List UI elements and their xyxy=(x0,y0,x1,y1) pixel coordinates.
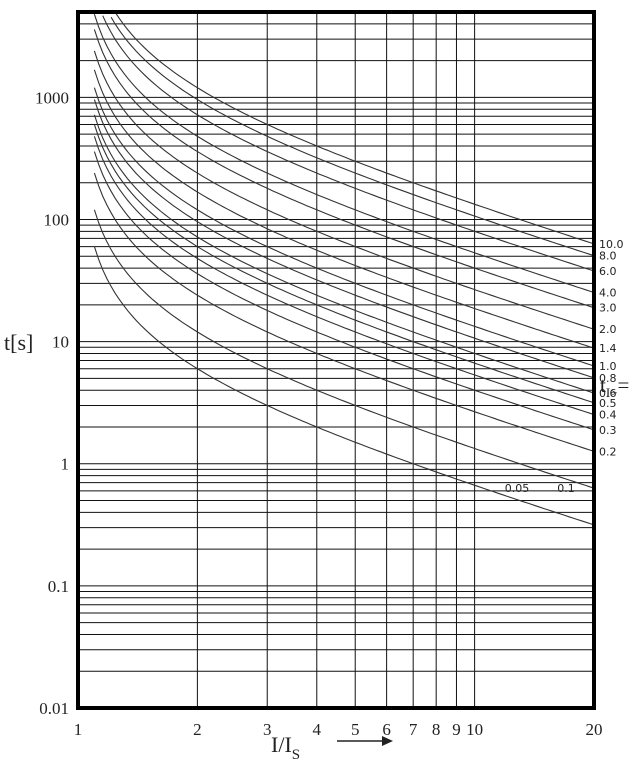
x-axis-title: I/IS xyxy=(271,732,300,763)
curve-label: 0.4 xyxy=(599,409,617,422)
x-tick-labels: 1 2 3 4 5 6 7 8 9 10 20 xyxy=(74,720,603,739)
y-tick-label: 1000 xyxy=(35,88,69,107)
x-tick-label: 20 xyxy=(586,720,603,739)
plot-frame xyxy=(76,10,596,710)
curve-label: 0.5 xyxy=(599,397,617,410)
curve-label: 1.0 xyxy=(599,360,617,373)
curve-label: 3.0 xyxy=(599,302,617,315)
curve-0-4 xyxy=(93,136,595,416)
curve-label: 0.3 xyxy=(599,424,617,437)
x-tick-label: 1 xyxy=(74,720,83,739)
direction-arrow xyxy=(337,736,393,746)
curve-label: 0.6 xyxy=(599,387,617,400)
curve-label: 0.1 xyxy=(557,482,575,495)
parameter-label: tI>= xyxy=(600,373,629,400)
svg-text:tI>=: tI>= xyxy=(600,373,629,400)
y-tick-label: 1 xyxy=(61,455,70,474)
curve-label: 0.2 xyxy=(599,445,617,458)
curve-labels: 10.08.0 6.0 4.0 3.0 2.0 1.4 1.00.8 0.60.50.4 0.3… xyxy=(505,238,624,495)
curve-4-0 xyxy=(93,14,595,294)
x-tick-label: 7 xyxy=(409,720,418,739)
x-tick-label: 10 xyxy=(466,720,483,739)
curve-label: 0.8 xyxy=(599,372,617,385)
x-tick-label: 9 xyxy=(452,720,461,739)
x-axis-title-main: I/I xyxy=(271,732,292,757)
parameter-label-suffix: = xyxy=(618,373,630,397)
curve-3-0 xyxy=(93,29,595,309)
curve-1-4 xyxy=(93,69,595,349)
curve-0-05 xyxy=(93,246,595,526)
grid-lines xyxy=(77,12,595,709)
y-tick-label: 0.1 xyxy=(48,577,69,596)
curve-0-1 xyxy=(93,209,595,489)
x-tick-label: 5 xyxy=(351,720,360,739)
curve-series xyxy=(93,11,595,526)
curve-label: 10.0 xyxy=(599,238,624,251)
curve-label: 4.0 xyxy=(599,286,617,299)
x-axis-title-sub: S xyxy=(292,747,300,763)
parameter-label-sub: I> xyxy=(606,385,618,400)
x-tick-label: 8 xyxy=(432,720,441,739)
curve-label: 0.05 xyxy=(505,482,530,495)
curve-label: 6.0 xyxy=(599,265,617,278)
curve-6-0 xyxy=(102,15,595,272)
curve-0-8 xyxy=(93,99,595,379)
x-tick-label: 6 xyxy=(382,720,391,739)
curve-8-0 xyxy=(110,16,595,257)
y-tick-labels: 0.01 0.1 1 10 100 1000 xyxy=(35,88,69,718)
svg-text:I/IS: I/IS xyxy=(271,732,300,763)
curve-1-0 xyxy=(93,87,595,367)
y-tick-label: 10 xyxy=(52,333,69,352)
parameter-label-main: t xyxy=(600,373,606,397)
curve-2-0 xyxy=(93,50,595,330)
curve-label: 1.4 xyxy=(599,342,617,355)
curve-0-5 xyxy=(93,124,595,404)
curve-label: 2.0 xyxy=(599,323,617,336)
y-axis-title: t[s] xyxy=(4,330,33,355)
curve-0-3 xyxy=(93,151,595,431)
curve-0-2 xyxy=(93,172,595,452)
curve-label: 8.0 xyxy=(599,250,617,263)
y-tick-label: 100 xyxy=(44,210,70,229)
curve-10-0 xyxy=(114,11,595,245)
x-tick-label: 2 xyxy=(193,720,202,739)
curve-0-6 xyxy=(93,114,595,394)
x-tick-label: 4 xyxy=(313,720,322,739)
x-tick-label: 3 xyxy=(263,720,272,739)
y-tick-label: 0.01 xyxy=(39,699,69,718)
